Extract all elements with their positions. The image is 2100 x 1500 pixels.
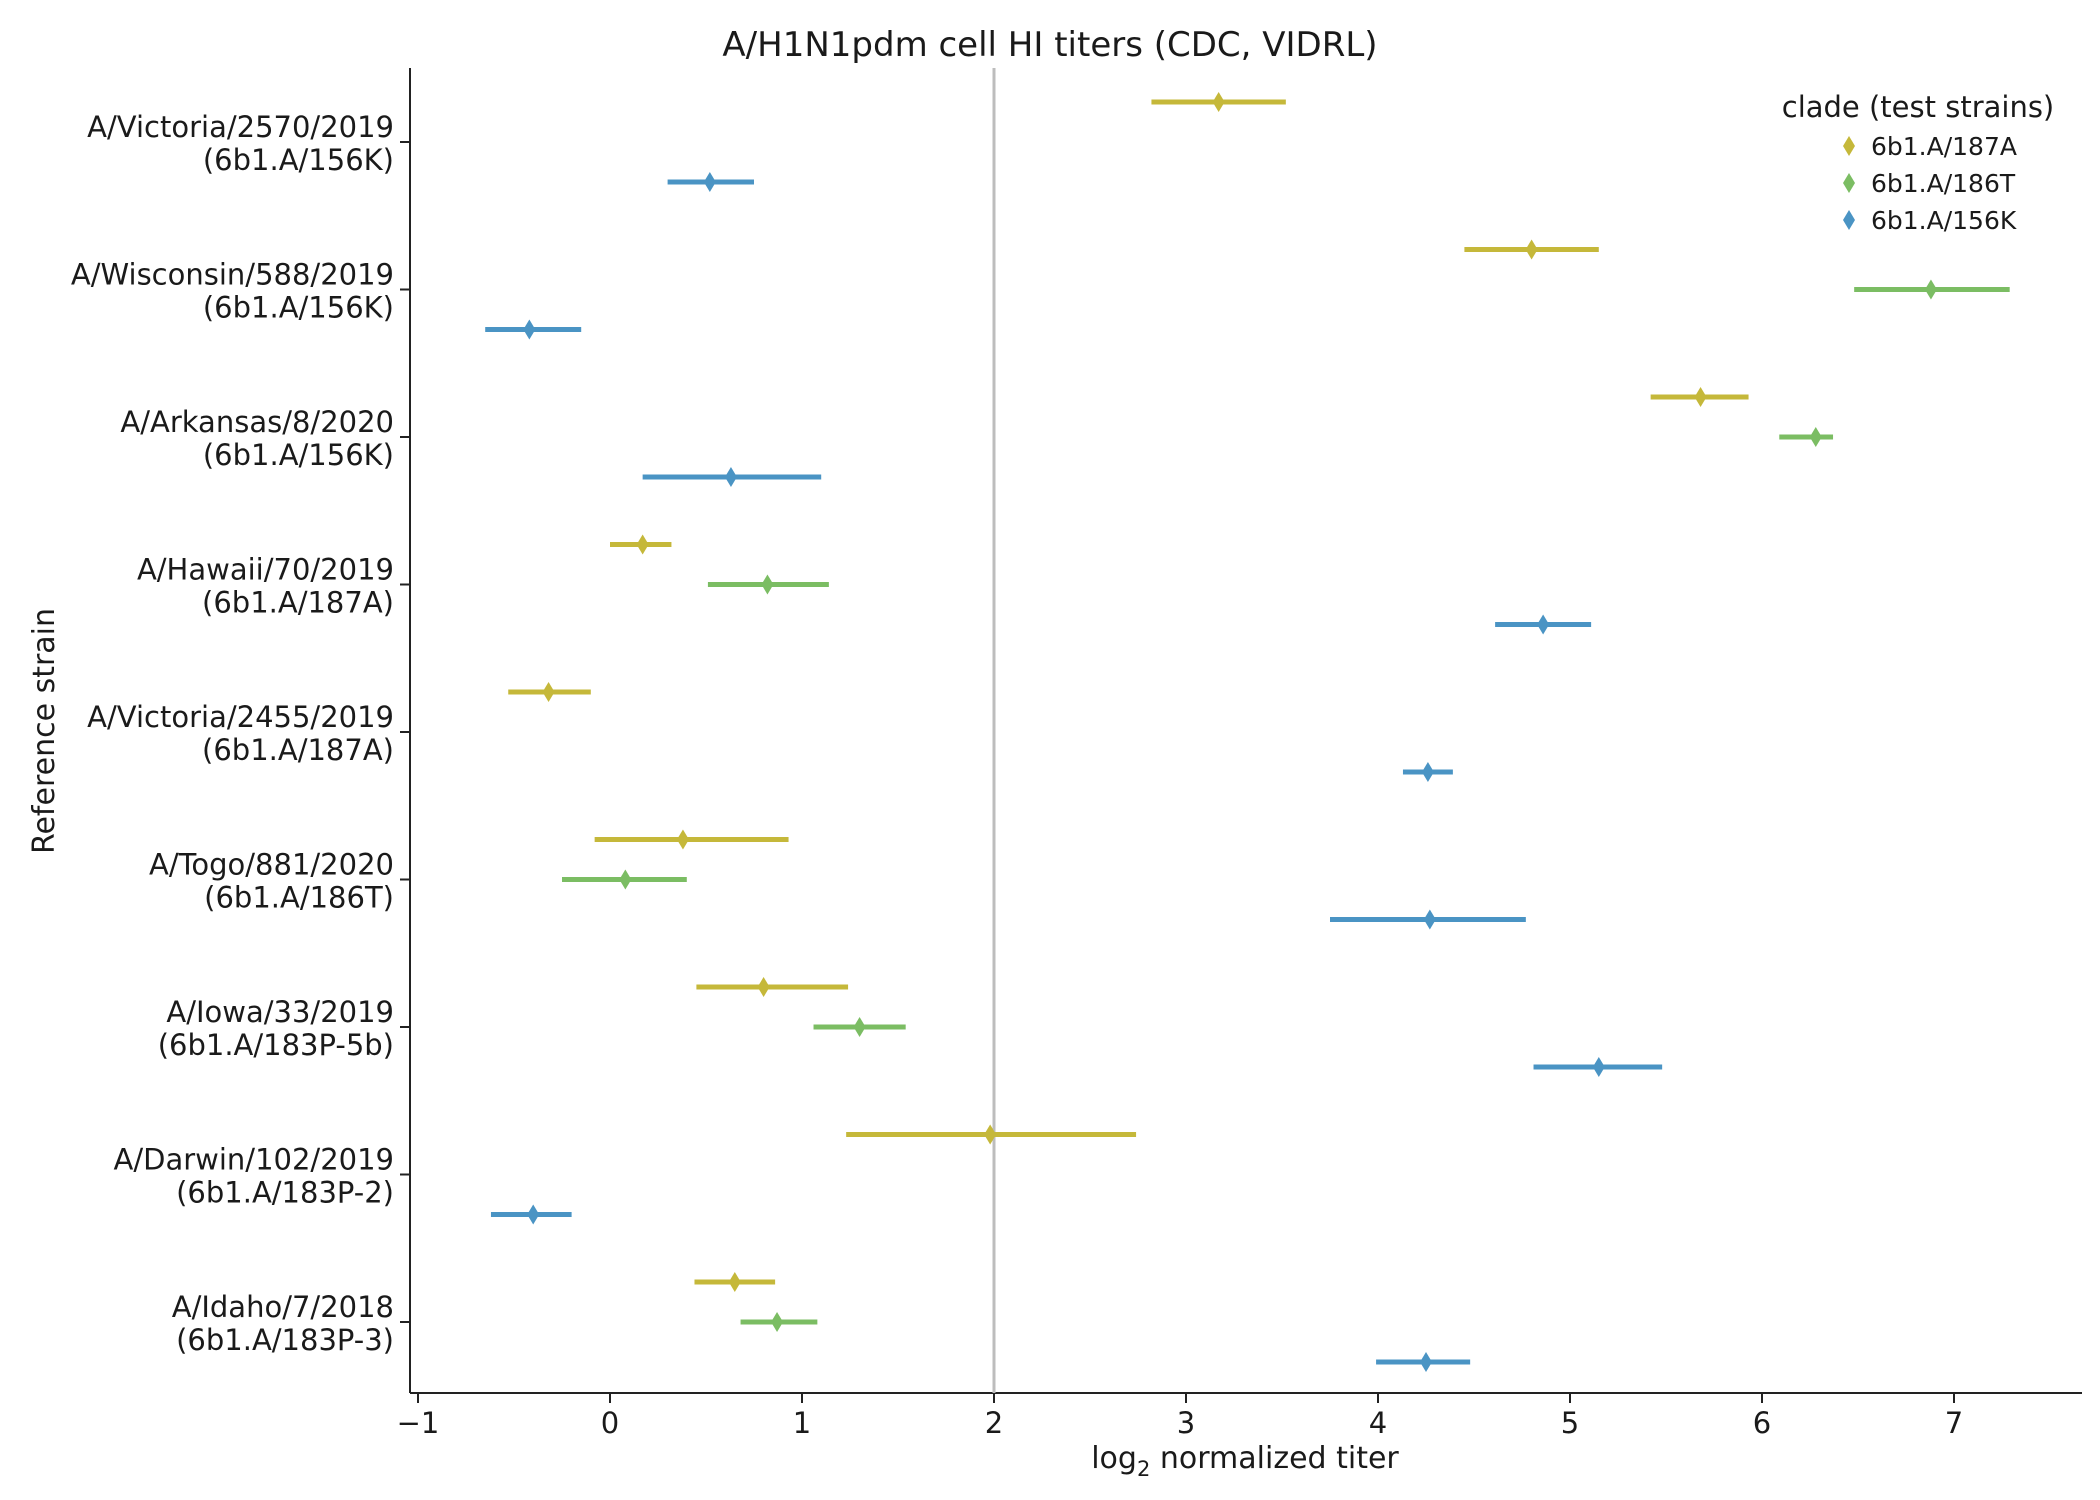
y-tick-label-clade: (6b1.A/156K): [203, 143, 394, 177]
y-tick-label-strain: A/Darwin/102/2019: [114, 1143, 394, 1177]
y-tick-label-clade: (6b1.A/187A): [202, 586, 394, 620]
y-tick-label-clade: (6b1.A/156K): [203, 438, 394, 472]
data-point: [1423, 909, 1436, 930]
legend-title: clade (test strains): [1782, 90, 2055, 124]
y-tick-label-clade: (6b1.A/183P-3): [176, 1323, 394, 1357]
data-point: [1694, 387, 1707, 407]
data-point: [1421, 762, 1434, 782]
y-tick-label-strain: A/Victoria/2570/2019: [87, 110, 394, 144]
data-point: [523, 319, 536, 340]
data-point: [636, 534, 649, 555]
x-tick-label: 5: [1561, 1406, 1579, 1440]
y-tick-label-strain: A/Wisconsin/588/2019: [71, 258, 394, 292]
chart-title: A/H1N1pdm cell HI titers (CDC, VIDRL): [722, 25, 1377, 65]
legend-entry-label: 6b1.A/186T: [1871, 169, 2016, 198]
y-tick-label-strain: A/Hawaii/70/2019: [137, 553, 394, 587]
y-tick-label-clade: (6b1.A/187A): [202, 733, 394, 767]
x-axis-label-subscript: 2: [1137, 1457, 1150, 1481]
data-point: [703, 172, 716, 192]
data-point: [1592, 1057, 1605, 1077]
legend-marker: [1843, 136, 1855, 156]
x-tick-label: 4: [1369, 1406, 1387, 1440]
data-point: [757, 977, 770, 997]
x-tick-label: 6: [1753, 1406, 1771, 1440]
data-point: [1212, 92, 1225, 112]
y-tick-label-clade: (6b1.A/183P-2): [176, 1176, 394, 1210]
data-point: [984, 1124, 997, 1145]
legend-marker: [1843, 210, 1855, 230]
x-tick-label: 7: [1945, 1406, 1963, 1440]
data-point: [542, 682, 555, 702]
y-tick-label-clade: (6b1.A/156K): [203, 291, 394, 325]
y-tick-label-clade: (6b1.A/183P-5b): [158, 1028, 394, 1062]
data-point: [853, 1017, 866, 1037]
y-axis-label: Reference strain: [27, 608, 62, 854]
y-tick-label-clade: (6b1.A/186T): [204, 881, 394, 915]
x-axis-label-rest: normalized titer: [1150, 1441, 1399, 1476]
legend-entry-label: 6b1.A/187A: [1871, 132, 2017, 161]
x-tick-label: 3: [1177, 1406, 1195, 1440]
legend-entry-label: 6b1.A/156K: [1871, 206, 2017, 235]
x-axis-label-main: log: [1091, 1441, 1137, 1476]
data-point: [1809, 427, 1822, 447]
x-tick-label: 0: [601, 1406, 619, 1440]
plot-area: −1 0 1 2 3 4 5 6 7A/Victoria/2570/2019(6b1.A/156…: [71, 68, 2082, 1440]
data-point: [728, 1272, 741, 1292]
data-point: [1924, 279, 1937, 300]
x-axis-label: log2 normalized titer: [1091, 1441, 1399, 1481]
data-point: [724, 467, 737, 487]
data-point: [1537, 614, 1550, 635]
legend-marker: [1843, 173, 1855, 193]
data-point: [527, 1204, 540, 1225]
x-tick-label: 2: [985, 1406, 1003, 1440]
data-point: [619, 869, 632, 890]
y-tick-label-strain: A/Togo/881/2020: [149, 848, 394, 882]
data-point: [771, 1312, 784, 1332]
legend: clade (test strains) 6b1.A/187A 6b1.A/186…: [1782, 90, 2055, 235]
y-tick-label-strain: A/Arkansas/8/2020: [120, 405, 394, 439]
data-point: [1420, 1352, 1432, 1372]
y-tick-label-strain: A/Idaho/7/2018: [172, 1290, 394, 1324]
x-tick-label: 1: [793, 1406, 811, 1440]
data-point: [761, 574, 774, 595]
y-tick-label-strain: A/Victoria/2455/2019: [87, 700, 394, 734]
data-point: [1525, 239, 1538, 260]
y-tick-label-strain: A/Iowa/33/2019: [166, 995, 394, 1029]
x-tick-label: −1: [397, 1406, 440, 1440]
data-point: [676, 829, 689, 850]
